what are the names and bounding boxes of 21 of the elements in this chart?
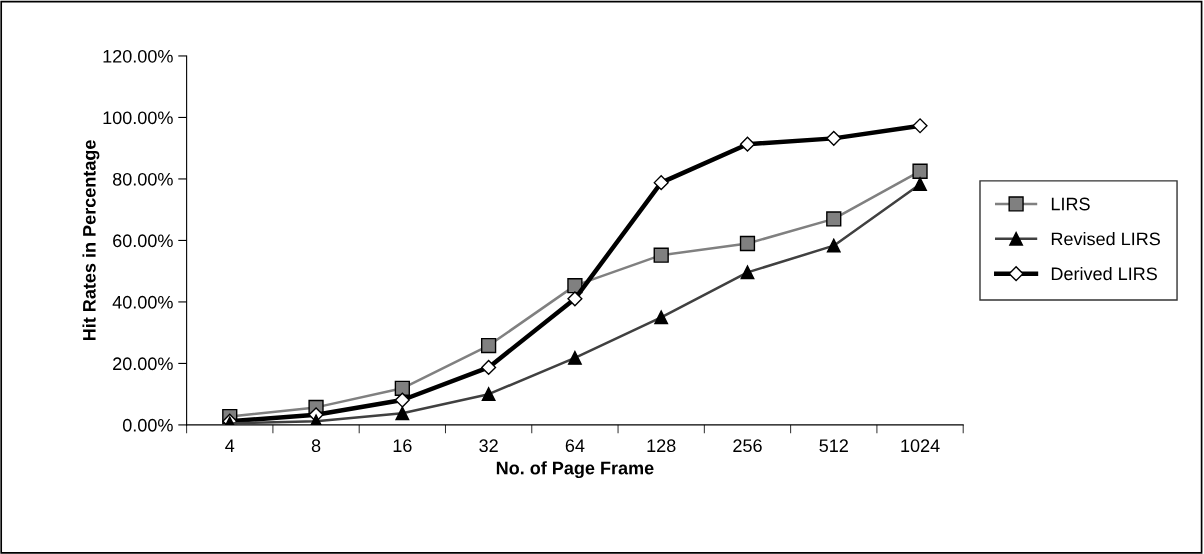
x-tick-label: 16 bbox=[393, 439, 412, 453]
y-tick-label: 20.00% bbox=[113, 357, 173, 371]
x-tick-label: 64 bbox=[565, 439, 585, 453]
x-tick-label: 1024 bbox=[901, 439, 940, 453]
x-tick-label: 128 bbox=[647, 439, 676, 453]
x-tick-label: 8 bbox=[311, 439, 321, 453]
x-tick-label: 32 bbox=[479, 439, 498, 453]
x-tick-label: 256 bbox=[733, 439, 762, 453]
x-tick-label: 4 bbox=[225, 439, 235, 452]
legend-label: Derived LIRS bbox=[1051, 266, 1157, 281]
legend-label: LIRS bbox=[1051, 197, 1090, 211]
y-tick-label: 120.00% bbox=[103, 49, 173, 63]
y-tick-label: 40.00% bbox=[112, 295, 173, 309]
legend-label: Revised LIRS bbox=[1051, 232, 1160, 246]
y-tick-label: 80.00% bbox=[112, 172, 173, 186]
y-axis-title: Hit Rates in Percentage bbox=[82, 140, 100, 341]
x-axis-title: No. of Page Frame bbox=[496, 461, 654, 479]
y-tick-label: 100.00% bbox=[103, 111, 173, 125]
x-tick-label: 512 bbox=[819, 439, 848, 453]
y-tick-label: 0.00% bbox=[122, 418, 173, 432]
y-tick-label: 60.00% bbox=[113, 234, 173, 248]
